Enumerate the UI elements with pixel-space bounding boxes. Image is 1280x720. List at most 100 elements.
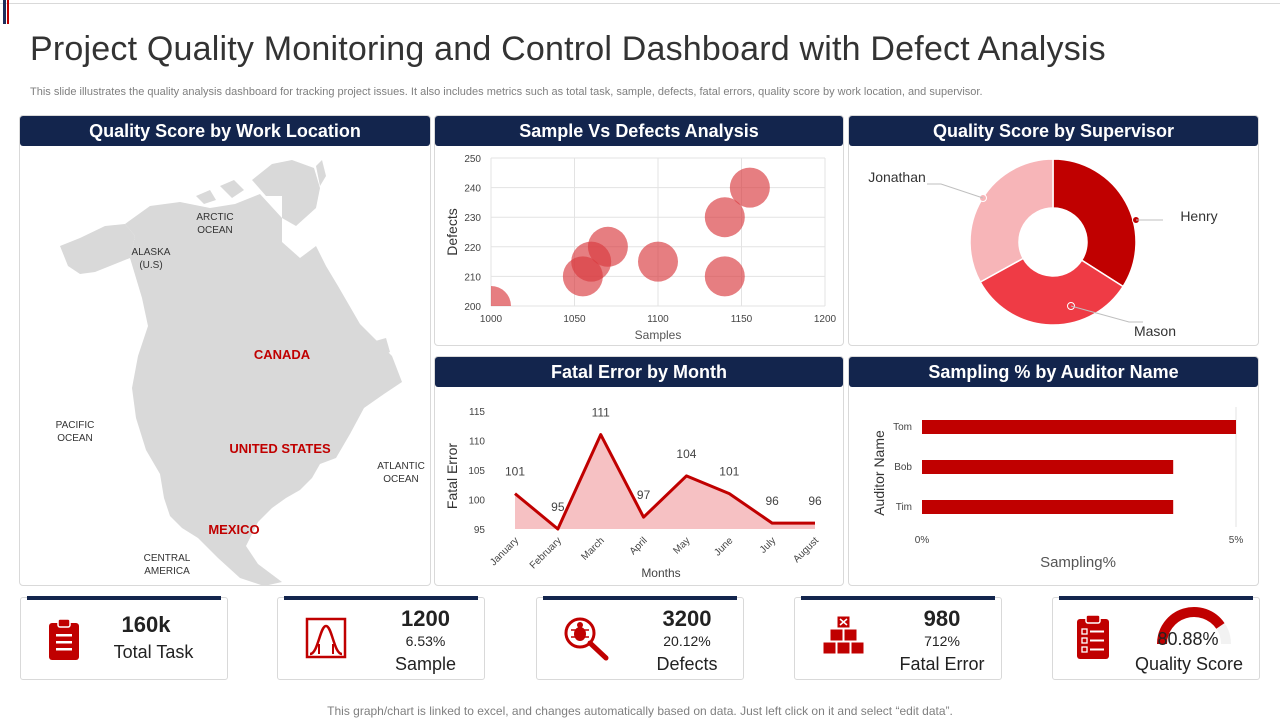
map-island-2 — [196, 190, 216, 204]
area-ytick-label: 105 — [468, 466, 485, 477]
hbar-x-axis-title: Sampling% — [1040, 554, 1116, 571]
kpi-fatal-error-pct: 712% — [924, 633, 960, 649]
fatal-error-panel[interactable]: Fatal Error by Month 95 100 105 110 115 101 95… — [434, 356, 844, 586]
supervisor-panel[interactable]: Quality Score by Supervisor Henry Mason Jo… — [848, 115, 1259, 346]
scatter-point — [729, 167, 770, 208]
donut-leader-line — [1070, 305, 1143, 323]
kpi-fatal-error-label: Fatal Error — [899, 654, 985, 674]
clipboard-icon — [49, 618, 79, 660]
gauge-fill — [1157, 607, 1225, 644]
map-island-1 — [220, 180, 244, 198]
kpi-total-task[interactable]: 160k Total Task — [20, 596, 228, 680]
hbar-bar — [922, 500, 1174, 514]
area-x-axis-title: Months — [641, 566, 680, 580]
scatter-point — [491, 286, 511, 306]
map-label-canada[interactable]: CANADA — [254, 347, 311, 362]
kpi-sample-label: Sample — [394, 654, 457, 674]
bug-magnifier-icon — [564, 617, 609, 661]
kpi-defects-value: 3200 — [662, 606, 712, 631]
map-label-atlantic-ocean: OCEAN — [383, 474, 419, 485]
area-data-label: 95 — [551, 500, 565, 514]
donut-slice-label: Jonathan — [868, 169, 926, 185]
kpi-fatal-error[interactable]: 980 712% Fatal Error — [794, 596, 1002, 680]
scatter-y-axis-title: Defects — [444, 208, 460, 255]
sample-defects-panel[interactable]: Sample Vs Defects Analysis 1000 1050 1100 1… — [434, 115, 844, 346]
scatter-point — [704, 256, 745, 297]
area-xtick-label: June — [712, 535, 735, 558]
scatter-ytick-label: 250 — [464, 154, 481, 165]
kpi-sample-pct: 6.53% — [405, 633, 446, 649]
area-xtick-label: January — [488, 535, 521, 568]
bell-curve-icon — [305, 617, 347, 659]
map-newfoundland — [372, 338, 390, 358]
area-data-label: 104 — [676, 447, 696, 461]
map-label-arctic-ocean: OCEAN — [197, 225, 233, 236]
scatter-xtick-label: 1000 — [480, 314, 503, 325]
area-xtick-label: March — [579, 535, 606, 562]
map-label-mexico[interactable]: MEXICO — [208, 522, 259, 537]
hbar-bar — [922, 420, 1236, 434]
hbar-category-label: Bob — [894, 462, 912, 473]
area-data-label: 96 — [808, 494, 822, 508]
corner-accent — [3, 0, 6, 24]
map-label-united-states[interactable]: UNITED STATES — [229, 441, 331, 456]
kpi-quality-score-label: Quality Score — [1134, 654, 1244, 674]
scatter-point — [587, 226, 628, 267]
map-label-arctic: ARCTIC — [196, 212, 233, 223]
area-ytick-label: 115 — [469, 407, 485, 418]
donut-slice-label: Henry — [1180, 208, 1217, 224]
area-xtick-label: May — [671, 535, 692, 556]
kpi-quality-score-value: 80.88% — [1157, 629, 1219, 649]
scatter-point — [638, 241, 678, 282]
sample-defects-chart[interactable]: 1000 1050 1100 1150 1200 200 210 220 230 240 250 Sa… — [435, 146, 843, 346]
kpi-total-task-label: Total Task — [113, 642, 194, 662]
area-line — [514, 433, 815, 531]
quality-score-gauge — [1157, 607, 1231, 644]
kpi-accent-bar — [284, 596, 478, 600]
area-ytick-label: 95 — [474, 525, 486, 536]
area-data-label: 111 — [592, 406, 611, 420]
map-greenland-hint — [316, 160, 326, 186]
area-data-label: 101 — [719, 465, 739, 479]
scatter-xtick-label: 1050 — [563, 314, 586, 325]
fatal-error-chart[interactable]: 95 100 105 110 115 101 95 111 97 104 101 96 96 Januar… — [435, 387, 843, 585]
kpi-quality-score[interactable]: 80.88% Quality Score — [1052, 596, 1260, 680]
kpi-defects-pct: 20.12% — [663, 633, 711, 649]
auditor-bar-chart[interactable]: Tom Bob Tim 0% 5% Sampling% Auditor Name — [849, 387, 1258, 585]
auditor-panel[interactable]: Sampling % by Auditor Name Tom Bob Tim 0% 5%… — [848, 356, 1259, 586]
area-xtick-label: July — [758, 535, 778, 555]
area-data-label: 97 — [637, 488, 651, 502]
top-rule — [0, 3, 1280, 4]
area-ytick-label: 110 — [469, 437, 485, 448]
scatter-ytick-label: 240 — [464, 184, 481, 195]
hbar-category-label: Tom — [893, 422, 912, 433]
kpi-accent-bar — [27, 596, 221, 600]
area-xtick-label: April — [628, 535, 650, 557]
map-arctic-islands — [252, 160, 320, 226]
hbar-xtick-label: 5% — [1229, 535, 1244, 546]
location-panel[interactable]: Quality Score by Work Location ARCTIC OC… — [19, 115, 431, 586]
scatter-xtick-label: 1200 — [814, 314, 837, 325]
kpi-sample[interactable]: 1200 6.53% Sample — [277, 596, 485, 680]
hbar-category-label: Tim — [896, 502, 912, 513]
scatter-ytick-label: 220 — [464, 243, 481, 254]
page-subtitle: This slide illustrates the quality analy… — [30, 86, 983, 98]
map-label-central: CENTRAL — [144, 553, 191, 564]
kpi-accent-bar — [801, 596, 995, 600]
checklist-icon — [1077, 614, 1109, 659]
area-xtick-label: February — [528, 535, 564, 571]
scatter-ytick-label: 200 — [464, 302, 481, 313]
area-data-label: 101 — [505, 465, 525, 479]
fatal-error-panel-title: Fatal Error by Month — [435, 357, 843, 387]
corner-accent-red — [7, 0, 9, 24]
scatter-ytick-label: 210 — [464, 272, 481, 283]
donut-slice — [1052, 158, 1137, 288]
supervisor-donut-chart[interactable]: Henry Mason Jonathan — [849, 146, 1258, 346]
scatter-ytick-label: 230 — [464, 213, 481, 224]
kpi-defects[interactable]: 3200 20.12% Defects — [536, 596, 744, 680]
north-america-map[interactable]: ARCTIC OCEAN ALASKA (U.S) CANADA UNITED … — [20, 146, 430, 586]
kpi-total-task-value: 160k — [121, 612, 171, 637]
area-ytick-label: 100 — [468, 496, 485, 507]
hbar-y-axis-title: Auditor Name — [871, 430, 887, 516]
map-label-atlantic: ATLANTIC — [377, 461, 425, 472]
